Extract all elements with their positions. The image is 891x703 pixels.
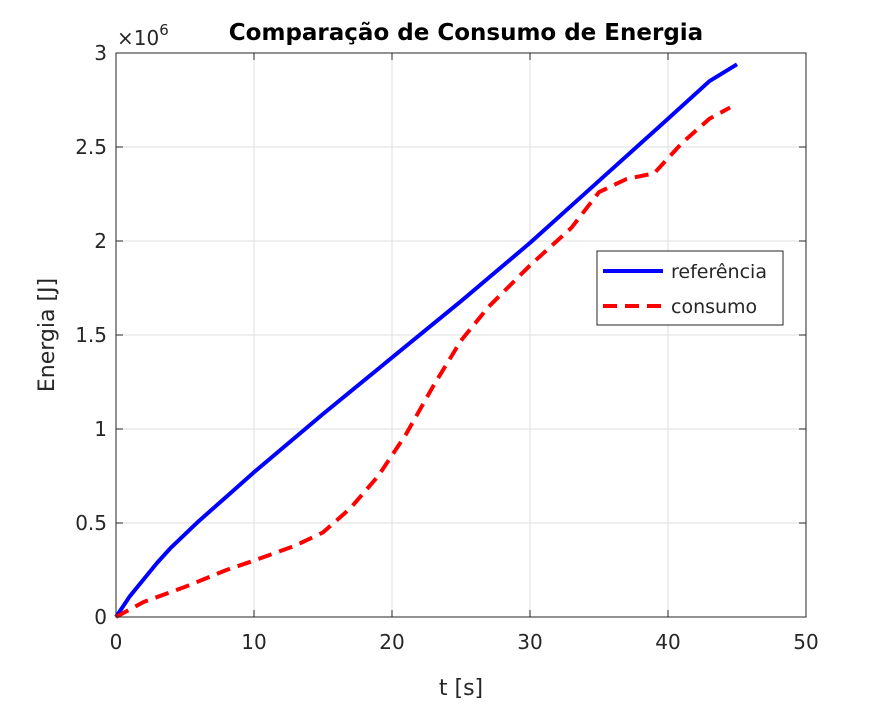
legend: referência consumo	[596, 250, 784, 326]
x-tick-label: 0	[110, 630, 123, 654]
y-tick-label: 0.5	[75, 511, 107, 535]
y-tick-label: 0	[94, 605, 107, 629]
series-line-consumo	[115, 105, 732, 619]
tick-layer: 0 10 20 30 40 50 0 0.5 1 1.5 2 2.5 3	[75, 41, 819, 654]
x-axis-label: t [s]	[439, 676, 483, 701]
x-tick-label: 10	[241, 630, 266, 654]
x-tick-label: 30	[517, 630, 542, 654]
x-tick-label: 50	[793, 630, 818, 654]
y-axis-exponent-power: 6	[159, 21, 169, 39]
y-tick-label: 2.5	[75, 135, 107, 159]
y-tick-label: 1.5	[75, 323, 107, 347]
x-tick-label: 40	[655, 630, 680, 654]
y-tick-label: 2	[94, 229, 107, 253]
legend-label-referencia: referência	[671, 261, 767, 283]
chart-title: Comparação de Consumo de Energia	[229, 20, 703, 46]
series-line-referencia	[114, 62, 739, 619]
y-axis-exponent-base: ×10	[117, 26, 159, 50]
y-tick-label: 1	[94, 417, 107, 441]
legend-label-consumo: consumo	[671, 296, 757, 318]
legend-box	[596, 250, 784, 326]
grid-layer	[115, 52, 807, 618]
series-layer	[114, 62, 739, 619]
y-axis-label: Energia [J]	[35, 278, 60, 392]
x-tick-label: 20	[379, 630, 404, 654]
y-axis-exponent: ×106	[117, 21, 169, 50]
y-tick-label: 3	[94, 41, 107, 65]
